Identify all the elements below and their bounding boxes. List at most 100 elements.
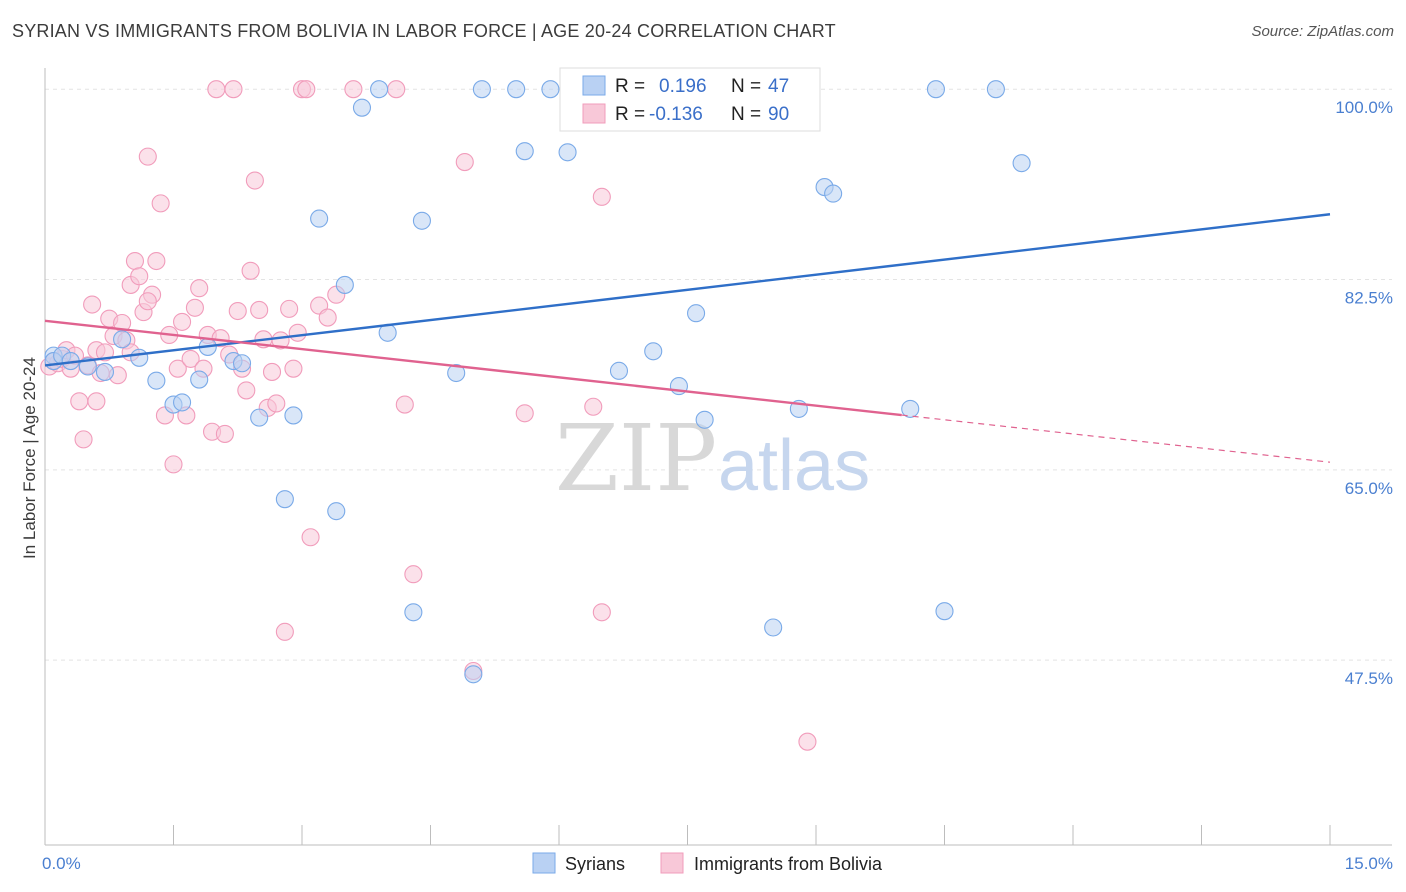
point-bolivia	[245, 171, 264, 190]
point-bolivia	[164, 455, 183, 474]
point-syrians	[764, 618, 783, 637]
point-syrians	[824, 184, 843, 203]
point-bolivia	[151, 194, 170, 213]
point-syrians	[327, 502, 346, 521]
point-syrians	[472, 80, 491, 99]
legend-swatch-bolivia	[582, 103, 606, 124]
x-tick-label: 15.0%	[1345, 854, 1393, 873]
point-bolivia	[138, 147, 157, 166]
point-bolivia	[70, 392, 89, 411]
point-bolivia	[130, 267, 149, 286]
point-syrians	[695, 410, 714, 429]
point-syrians	[986, 80, 1005, 99]
point-syrians	[609, 361, 629, 380]
y-tick-label: 65.0%	[1345, 479, 1393, 498]
point-bolivia	[280, 299, 299, 318]
point-bolivia	[83, 295, 102, 314]
point-bolivia	[224, 80, 243, 99]
trend-bolivia-extension	[901, 414, 1331, 463]
point-syrians	[541, 80, 560, 99]
point-bolivia	[455, 153, 474, 172]
point-syrians	[404, 603, 423, 622]
point-syrians	[173, 393, 192, 412]
point-syrians	[352, 98, 372, 117]
series-legend: Syrians Immigrants from Bolivia	[532, 852, 883, 874]
point-bolivia	[284, 359, 303, 378]
point-bolivia	[592, 603, 611, 622]
point-syrians	[147, 371, 166, 390]
point-bolivia	[297, 80, 316, 99]
point-syrians	[95, 362, 115, 381]
point-bolivia	[798, 732, 817, 751]
legend-n-value-2: 90	[768, 104, 789, 125]
point-bolivia	[301, 528, 320, 547]
trend-syrians	[44, 213, 1331, 367]
point-bolivia	[515, 404, 534, 423]
legend-r-value-1: 0.196	[659, 76, 707, 97]
legend-swatch-syrians	[582, 75, 606, 96]
legend-r-label-1: R =	[615, 76, 645, 97]
point-syrians	[926, 80, 945, 99]
point-bolivia	[288, 323, 307, 342]
point-bolivia	[404, 565, 423, 584]
point-syrians	[507, 80, 526, 99]
y-tick-label: 47.5%	[1345, 669, 1393, 688]
point-bolivia	[95, 343, 115, 362]
point-bolivia	[262, 362, 282, 381]
point-syrians	[275, 490, 294, 509]
point-syrians	[901, 399, 920, 418]
y-tick-label: 100.0%	[1335, 98, 1393, 117]
point-bolivia	[241, 261, 260, 280]
point-syrians	[1012, 154, 1031, 173]
point-syrians	[190, 370, 209, 389]
point-bolivia	[275, 622, 294, 641]
trend-bolivia	[44, 319, 902, 417]
point-bolivia	[87, 392, 106, 411]
point-bolivia	[181, 349, 200, 368]
axes	[44, 68, 1392, 846]
legend-label-syrians: Syrians	[565, 854, 625, 874]
bottom-swatch-bolivia	[660, 852, 684, 874]
point-syrians	[130, 348, 149, 367]
tick-labels: 100.0% 82.5% 65.0% 47.5% 0.0% 15.0%	[42, 98, 1393, 873]
point-syrians	[935, 602, 954, 621]
legend-r-value-2: -0.136	[649, 104, 703, 125]
watermark-atlas: atlas	[718, 426, 870, 506]
stats-legend: R = 0.196 N = 47 R = -0.136 N = 90	[559, 67, 821, 132]
legend-label-bolivia: Immigrants from Bolivia	[694, 854, 883, 874]
point-syrians	[447, 363, 466, 383]
point-bolivia	[592, 187, 611, 206]
data-points	[40, 80, 1031, 751]
point-syrians	[644, 342, 663, 361]
point-bolivia	[138, 292, 157, 311]
point-bolivia	[267, 394, 286, 413]
point-bolivia	[147, 251, 166, 271]
point-syrians	[370, 80, 389, 99]
point-bolivia	[168, 359, 187, 378]
chart-title: SYRIAN VS IMMIGRANTS FROM BOLIVIA IN LAB…	[12, 21, 836, 41]
watermark-zip: ZIP	[555, 405, 717, 512]
point-syrians	[232, 354, 252, 373]
point-bolivia	[387, 80, 406, 99]
point-bolivia	[190, 279, 209, 298]
y-axis-label: In Labor Force | Age 20-24	[20, 357, 39, 559]
legend-r-label-2: R =	[615, 104, 645, 125]
point-bolivia	[228, 301, 247, 321]
point-syrians	[78, 357, 97, 376]
point-syrians	[335, 275, 354, 294]
source-label: Source: ZipAtlas.com	[1251, 23, 1394, 40]
point-syrians	[284, 406, 303, 425]
point-syrians	[687, 304, 706, 323]
point-bolivia	[125, 251, 144, 271]
point-bolivia	[185, 298, 204, 317]
point-bolivia	[74, 430, 93, 449]
legend-n-label-1: N =	[731, 76, 761, 97]
point-bolivia	[344, 80, 363, 99]
point-bolivia	[173, 312, 192, 331]
legend-n-label-2: N =	[731, 104, 761, 125]
point-bolivia	[237, 381, 256, 400]
point-syrians	[310, 209, 329, 228]
x-tick-label: 0.0%	[42, 854, 81, 873]
point-syrians	[515, 142, 534, 161]
point-bolivia	[318, 308, 337, 327]
